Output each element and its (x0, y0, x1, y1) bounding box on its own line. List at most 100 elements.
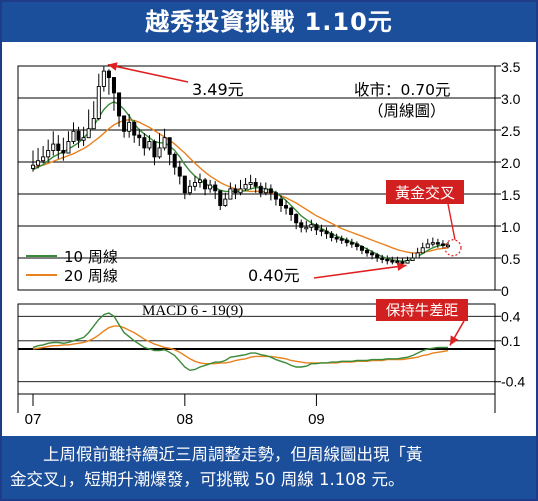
macd-tick-label: 0.1 (501, 333, 521, 349)
candle-body (284, 205, 289, 209)
candle-body (208, 184, 213, 190)
high-arrow (107, 63, 189, 83)
golden-cross-label: 黃金交叉 (395, 184, 455, 202)
low-arrow (313, 264, 407, 279)
candle-body (359, 246, 364, 251)
candle-body (380, 257, 385, 260)
candle-body (445, 244, 451, 248)
x-tick-label: 07 (25, 411, 42, 428)
candle-body (213, 184, 218, 192)
candle-body (314, 224, 319, 231)
candle-body (329, 233, 334, 238)
candle-body (344, 239, 349, 244)
golden-cross-pointer (447, 203, 456, 240)
candle-body (263, 188, 268, 194)
candle-body (400, 261, 405, 264)
macd-tick-label: 0.4 (501, 308, 521, 324)
candle-body (420, 247, 425, 254)
candle-body (96, 86, 101, 119)
candle-body (390, 260, 395, 263)
candle-body (354, 243, 359, 247)
candle-body (228, 188, 233, 200)
macd-tick-label: -0.4 (501, 374, 525, 390)
candle-body (299, 222, 304, 228)
candle-body (430, 242, 435, 245)
candle-body (86, 128, 91, 139)
candle-body (106, 70, 111, 78)
price-tick-label: 0 (501, 283, 509, 299)
price-panel: 3.5 3.0 2.5 2.0 1.5 1.0 0.5 0 (17, 59, 521, 299)
macd-title: MACD 6 - 19(9) (142, 303, 243, 319)
candle-body (41, 156, 46, 162)
candle-body (117, 92, 122, 117)
candle-body (365, 249, 370, 254)
golden-cross-badge: 黃金交叉 (386, 180, 464, 204)
candle-body (243, 183, 248, 190)
macd-line (32, 312, 448, 372)
candle-body (339, 238, 344, 241)
price-tick-label: 1.0 (501, 219, 521, 235)
candle-body (167, 137, 172, 155)
price-tick-label: 2.0 (501, 155, 521, 171)
close-note: 收市：0.70元 (354, 81, 451, 99)
price-plot-area (17, 65, 496, 291)
candle-body (192, 182, 197, 187)
candle-body (36, 160, 41, 166)
candle-body (137, 134, 142, 139)
candle-body (142, 137, 147, 149)
high-annotation: 3.49元 (192, 80, 244, 99)
candle-body (309, 224, 314, 228)
candle-body (278, 198, 284, 206)
bull-gap-arrow-head (450, 335, 459, 346)
candle-body (415, 252, 420, 259)
bull-gap-badge: 保持牛差距 (376, 299, 468, 321)
legend-label-ma10: 10 周線 (64, 248, 118, 266)
high-arrow-head (107, 62, 118, 71)
candle-body (56, 143, 61, 151)
candle-body (405, 260, 410, 264)
candle-body (294, 214, 299, 224)
candle-body (324, 230, 329, 235)
candle-body (177, 166, 182, 177)
candle-body (370, 252, 375, 256)
price-tick-label: 3.0 (501, 91, 521, 107)
candle-body (375, 254, 380, 259)
candle-body (238, 188, 243, 194)
candle-body (253, 182, 258, 187)
price-tick-label: 0.5 (501, 251, 521, 267)
macd-signal-line (32, 325, 449, 365)
candle-body (187, 185, 192, 194)
candle-body (46, 150, 51, 158)
caption-box: 上周假前雖持續近三周調整走勢，但周線圖出現「黃 金交叉」，短期升潮爆發，可挑戰 … (2, 436, 536, 499)
candle-body (440, 243, 445, 246)
candle-body (81, 137, 86, 141)
stock-chart: 3.5 3.0 2.5 2.0 1.5 1.0 0.5 0 0.4 0.1 -0.4 07 08 09… (17, 59, 525, 428)
low-arrow-head (396, 262, 407, 271)
candle-body (289, 207, 294, 215)
candle-body (61, 150, 66, 154)
candle-body (51, 143, 56, 151)
candle-body (248, 182, 253, 185)
legend-label-ma20: 20 周線 (64, 267, 118, 285)
weekly-chart-note: （周線圖） (368, 102, 446, 120)
candle-body (203, 179, 208, 190)
candle-body (349, 242, 354, 245)
candle-body (268, 188, 273, 194)
bull-gap-label: 保持牛差距 (386, 303, 459, 320)
candle-body (122, 115, 127, 132)
candle-body (182, 175, 187, 194)
caption-line-2: 金交叉」，短期升潮爆發，可挑戰 50 周線 1.108 元。 (10, 470, 405, 489)
title-bar: 越秀投資挑戰 1.10元 (2, 2, 536, 42)
candle-body (111, 77, 116, 94)
candle-body (172, 153, 177, 168)
candle-body (71, 130, 76, 142)
candle-body (435, 242, 440, 245)
candle-body (273, 192, 278, 200)
candle-body (425, 243, 430, 249)
caption-line-1: 上周假前雖持續近三周調整走勢，但周線圖出現「黃 (10, 445, 423, 464)
candle-body (258, 185, 263, 194)
candle-body (30, 164, 36, 169)
candle-body (197, 179, 203, 183)
candle-body (385, 258, 390, 262)
